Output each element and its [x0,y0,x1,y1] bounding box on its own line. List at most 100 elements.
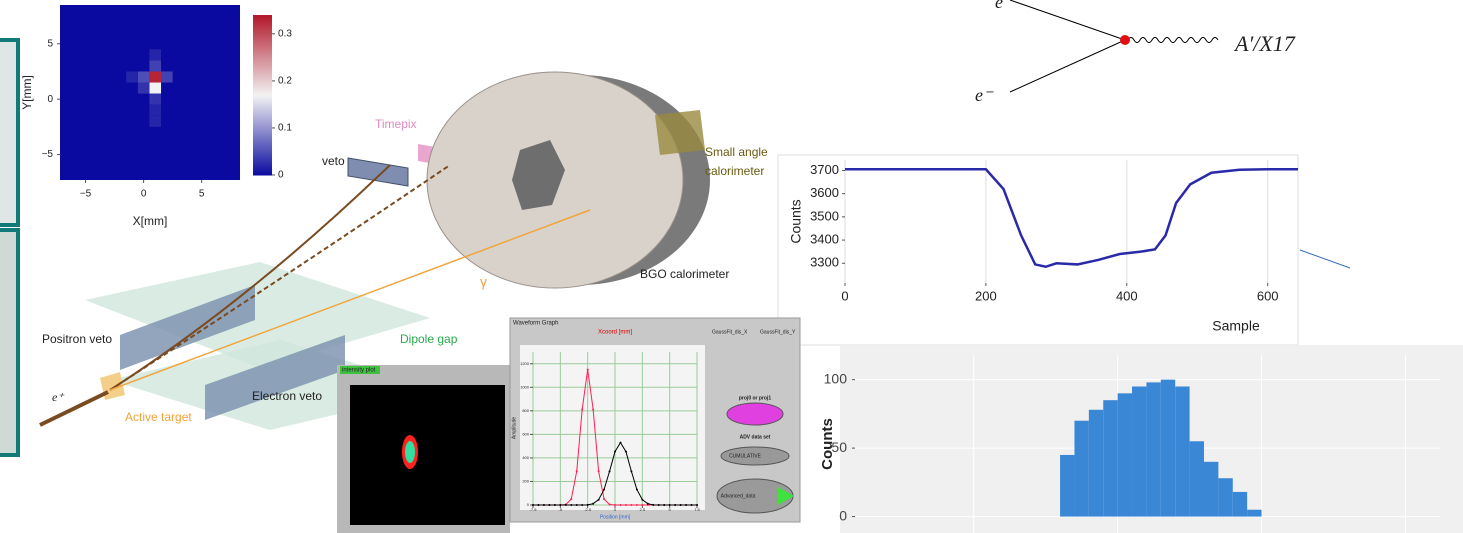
bar [1118,393,1132,516]
point [691,504,693,506]
point [658,504,660,506]
point [537,504,539,506]
y-tick-label: 5 [47,38,53,49]
label: Electron veto [252,389,322,403]
particle-label: e⁻ [975,85,994,105]
point [565,504,567,506]
point [619,504,621,506]
veto-plane [348,158,408,186]
point [680,504,682,506]
x-tick-label: 5 [199,189,205,200]
label: Positron veto [42,332,112,346]
point [614,504,616,506]
point [641,504,643,506]
y-tick-label: 0 [839,507,847,523]
label: Active target [125,410,192,424]
point [636,504,638,506]
particle-label: e⁻ [995,0,1014,12]
bar [1175,386,1189,516]
point [570,498,572,500]
axis-label: Amplitude [511,417,517,439]
y-axis-label: Y[mm] [20,75,34,110]
point [587,504,589,506]
heat-cell [138,71,150,82]
bar [1204,462,1218,517]
positron-beam [40,392,108,425]
x-tick-label: −5 [80,189,92,200]
y-tick-label: 0 [47,94,53,105]
point [625,504,627,506]
point [696,504,698,506]
point [576,470,578,472]
point [641,499,643,501]
heat-cell [161,71,173,82]
graph-bg [520,345,705,510]
y-tick-label: 600 [522,431,529,436]
point [532,504,534,506]
label: e⁺ [52,390,65,404]
point [543,504,545,506]
y-axis-label: Counts [788,199,804,243]
blob-plot [350,385,505,525]
control-label: ADV data set [740,434,771,440]
bar [1089,410,1103,517]
y-tick-label: 3600 [810,185,839,200]
point [587,369,589,371]
point [598,499,600,501]
photo-frame [0,230,18,455]
point [647,503,649,505]
colorbar-step [253,15,272,18]
bar [1233,492,1247,517]
panel-title: Waveform Graph [513,321,558,327]
bar [1103,400,1117,516]
heat-cell [149,71,161,82]
colorbar-label: 0 [278,170,284,181]
control-label: GaussFit_dis_Y [760,329,796,335]
heat-cell [149,83,161,94]
label: Small angle [705,145,768,159]
button[interactable] [727,403,783,425]
y-tick-label: 800 [522,408,529,413]
point [685,504,687,506]
control-label: GaussFit_dis_X [712,329,748,335]
point [592,503,594,505]
bar [1161,380,1175,517]
point [609,470,611,472]
y-tick-label: 1200 [520,361,530,366]
label: Timepix [375,117,417,131]
colorbar-label: 0.2 [278,76,292,87]
point [636,488,638,490]
point [581,408,583,410]
point [674,504,676,506]
point [603,488,605,490]
fermion-line [1010,0,1125,40]
button-label: Advanced_data [721,493,756,499]
y-tick-label: 3400 [810,232,839,247]
collage: veto Timepix Small angle calorimeter BGO… [0,0,1463,533]
y-tick-label: 1000 [520,384,530,389]
page: veto Timepix Small angle calorimeter BGO… [0,0,1463,533]
bar [1247,510,1261,517]
label: Dipole gap [400,332,458,346]
point [663,504,665,506]
connector [1300,250,1350,268]
point [625,451,627,453]
x-tick-label: 0 [841,288,848,303]
point [630,504,632,506]
point [598,470,600,472]
axis-label: Position [mm] [600,514,631,520]
point [554,504,556,506]
vertex [1120,35,1130,45]
y-tick-label: 3700 [810,162,839,177]
control-label: proj0 or proj1 [739,395,771,401]
point [559,504,561,506]
photo-frame [0,40,18,225]
x-tick-label: 0 [141,189,147,200]
particle-label: A′/X17 [1233,31,1296,56]
panel-title: intensity plot [342,368,376,374]
y-tick-label: 100 [824,370,848,386]
x-tick-label: 600 [1257,288,1279,303]
y-tick-label: 3300 [810,255,839,270]
point [619,442,621,444]
heat-cell [149,105,161,116]
